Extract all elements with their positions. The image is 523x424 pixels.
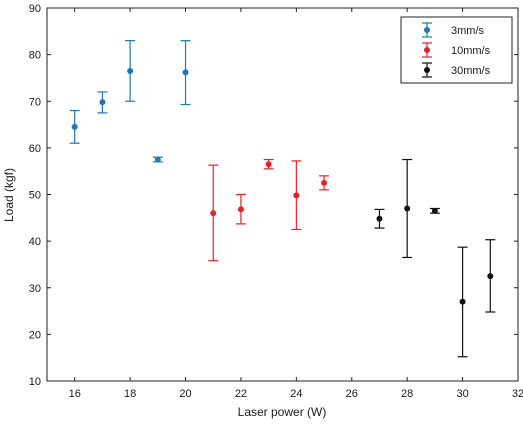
legend-marker (424, 27, 430, 33)
x-tick-label: 32 (512, 388, 523, 400)
y-axis-label: Load (kgf) (2, 168, 16, 222)
legend-label: 10mm/s (451, 45, 491, 57)
x-tick-label: 24 (290, 388, 302, 400)
series-0 (69, 40, 191, 163)
data-point (99, 99, 106, 106)
y-tick-label: 40 (29, 236, 41, 248)
y-axis-ticks: 10 20 30 40 50 60 70 80 90 (29, 3, 518, 388)
legend: 3mm/s 10mm/s 30mm/s (400, 16, 513, 84)
data-point (459, 298, 466, 305)
legend-label: 30mm/s (451, 65, 491, 77)
x-axis-label: Laser power (W) (238, 405, 327, 419)
y-tick-label: 50 (29, 190, 41, 202)
y-tick-label: 90 (29, 3, 41, 15)
x-tick-label: 26 (346, 388, 358, 400)
y-tick-label: 70 (29, 96, 41, 108)
data-point (376, 215, 383, 222)
legend-marker (424, 67, 430, 73)
y-tick-label: 20 (29, 329, 41, 341)
series-2 (374, 158, 496, 358)
legend-label: 3mm/s (451, 25, 485, 37)
legend-marker (424, 47, 430, 53)
y-tick-label: 60 (29, 143, 41, 155)
data-series (69, 40, 496, 358)
data-point (321, 179, 328, 186)
data-point (237, 206, 244, 213)
data-point (127, 67, 134, 74)
data-point (182, 69, 189, 76)
legend-box (400, 16, 513, 84)
data-point (487, 273, 494, 280)
x-tick-label: 22 (235, 388, 247, 400)
x-tick-label: 30 (456, 388, 468, 400)
data-point (293, 192, 300, 199)
y-tick-label: 80 (29, 50, 41, 62)
x-tick-label: 28 (401, 388, 413, 400)
data-point (404, 205, 411, 212)
data-point (154, 156, 161, 163)
data-point (71, 123, 78, 130)
data-point (210, 210, 217, 217)
series-1 (208, 158, 330, 262)
x-axis-ticks: 16 18 20 22 24 26 28 30 32 (69, 8, 523, 400)
x-tick-label: 18 (124, 388, 136, 400)
y-tick-label: 10 (29, 376, 41, 388)
x-tick-label: 20 (179, 388, 191, 400)
data-point (265, 161, 272, 168)
data-point (431, 207, 438, 214)
y-tick-label: 30 (29, 283, 41, 295)
x-tick-label: 16 (69, 388, 81, 400)
